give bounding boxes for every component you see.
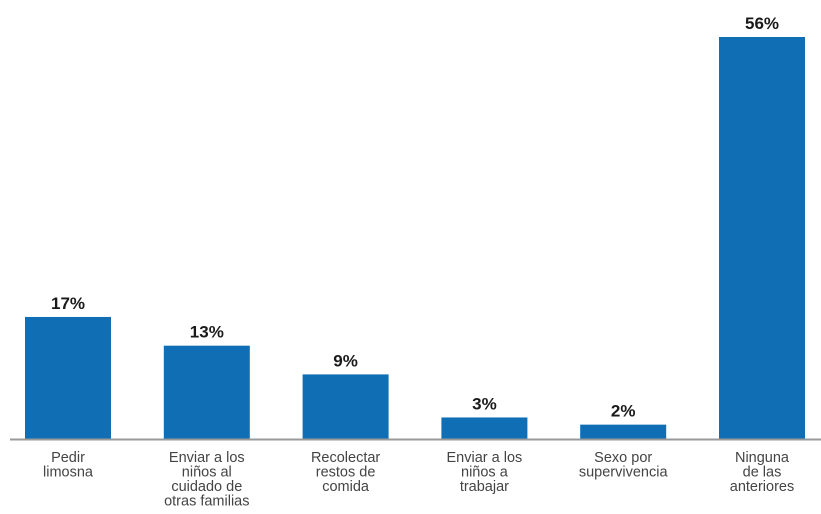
value-label-5: 56% xyxy=(745,14,779,33)
value-label-3: 3% xyxy=(472,394,497,413)
category-label-1: Enviar a los niños al cuidado de otras fami… xyxy=(164,450,249,510)
bar-0 xyxy=(25,316,111,439)
bar-5 xyxy=(719,37,805,439)
bar-2 xyxy=(302,374,389,439)
category-label-3: Enviar a los niños a trabajar xyxy=(447,450,523,495)
category-label-2: Recolectar restos de comida xyxy=(311,450,380,495)
value-label-0: 17% xyxy=(51,294,85,313)
bar-3 xyxy=(441,417,528,439)
category-label-0: Pedir limosna xyxy=(43,450,94,481)
bar-4 xyxy=(580,424,667,439)
category-label-5: Ninguna de las anteriores xyxy=(730,450,794,495)
category-label-4: Sexo por supervivencia xyxy=(579,450,669,481)
value-label-1: 13% xyxy=(190,323,224,342)
value-label-2: 9% xyxy=(333,351,358,370)
value-label-4: 2% xyxy=(611,402,636,421)
bar-1 xyxy=(163,345,250,439)
